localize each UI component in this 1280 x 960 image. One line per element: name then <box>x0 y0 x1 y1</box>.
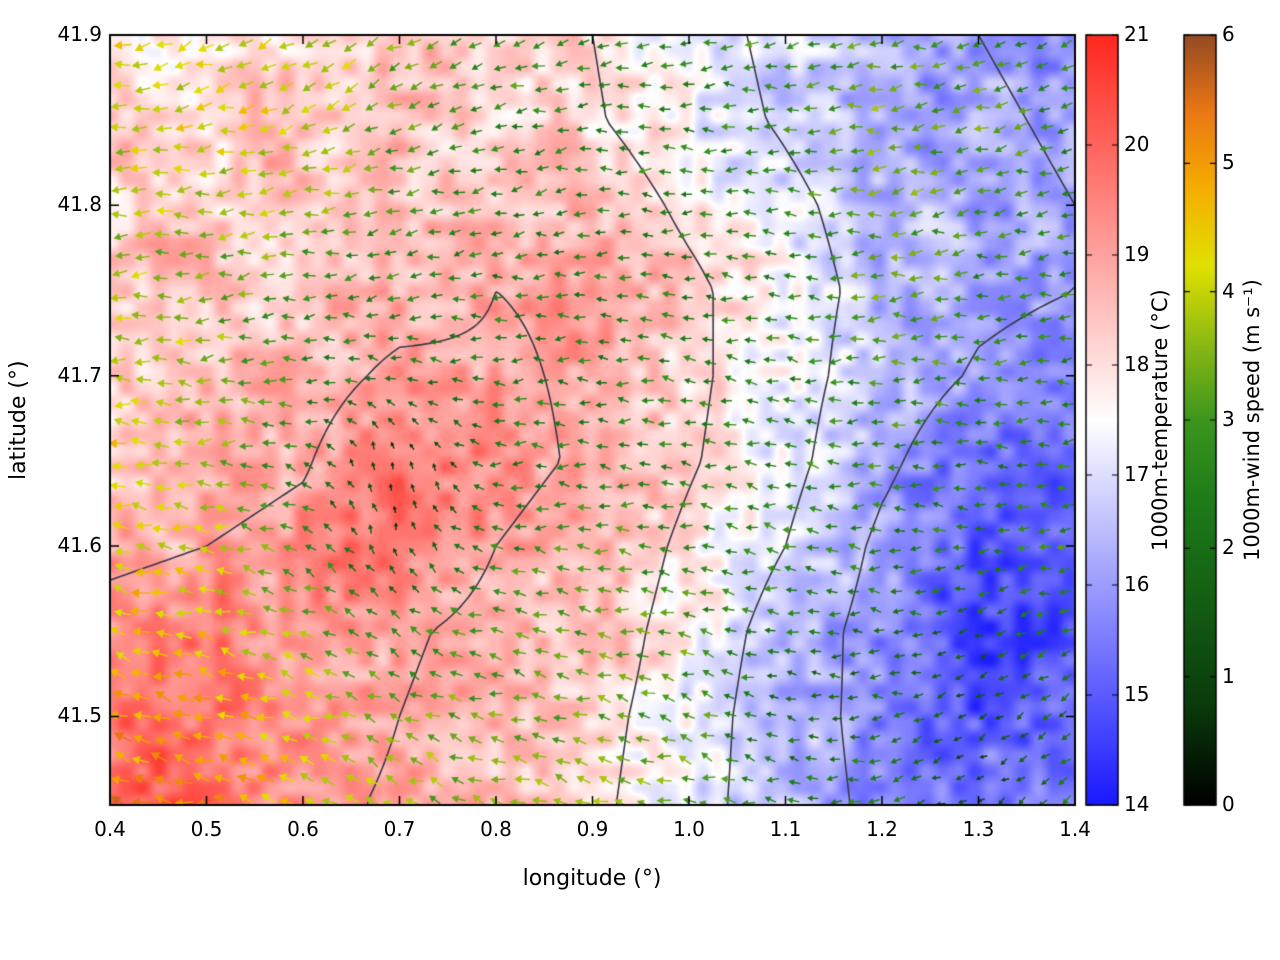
wind-colorbar-tick-label: 3 <box>1222 407 1235 431</box>
wind-colorbar-tick-label: 1 <box>1222 663 1235 688</box>
temperature-colorbar-tick-label: 20 <box>1124 132 1150 156</box>
wind-colorbar-tick-label: 0 <box>1222 792 1235 816</box>
y-axis-label: latitude (°) <box>6 360 31 480</box>
x-tick-label: 0.7 <box>383 817 416 841</box>
temperature-colorbar-tick-label: 15 <box>1124 682 1150 706</box>
x-tick-label: 1.2 <box>866 817 898 841</box>
wind-colorbar-tick-label: 5 <box>1222 150 1235 175</box>
x-tick-label: 1.0 <box>673 817 705 841</box>
x-tick-label: 0.6 <box>287 817 319 841</box>
x-tick-label: 0.5 <box>190 817 223 841</box>
temperature-colorbar-tick-label: 19 <box>1124 242 1150 266</box>
x-tick-label: 1.1 <box>769 817 802 841</box>
wind-colorbar-label: 1000m-wind speed (m s⁻¹) <box>1240 279 1264 561</box>
temperature-colorbar-tick-label: 18 <box>1124 352 1150 376</box>
x-tick-label: 1.4 <box>1059 817 1091 841</box>
wind-colorbar-tick-label: 6 <box>1222 22 1235 46</box>
y-tick-label: 41.7 <box>57 362 102 387</box>
x-tick-label: 1.3 <box>962 817 995 841</box>
x-axis-label: longitude (°) <box>522 866 662 891</box>
x-tick-label: 0.4 <box>94 817 126 841</box>
x-tick-label: 0.9 <box>576 817 609 841</box>
y-tick-label: 41.6 <box>57 533 102 558</box>
y-tick-label: 41.5 <box>57 703 102 728</box>
temperature-colorbar-tick-label: 17 <box>1124 462 1150 486</box>
y-tick-label: 41.9 <box>57 22 102 46</box>
temperature-colorbar-label: 1000m-temperature (°C) <box>1148 289 1172 551</box>
temperature-colorbar-tick-label: 16 <box>1124 572 1150 596</box>
x-tick-label: 0.8 <box>480 817 512 841</box>
temperature-colorbar-tick-label: 21 <box>1124 22 1150 46</box>
wind-colorbar-tick-label: 2 <box>1222 535 1235 560</box>
wind-colorbar-tick-label: 4 <box>1222 278 1235 303</box>
y-tick-label: 41.8 <box>57 192 102 217</box>
temperature-colorbar-tick-label: 14 <box>1124 792 1150 816</box>
